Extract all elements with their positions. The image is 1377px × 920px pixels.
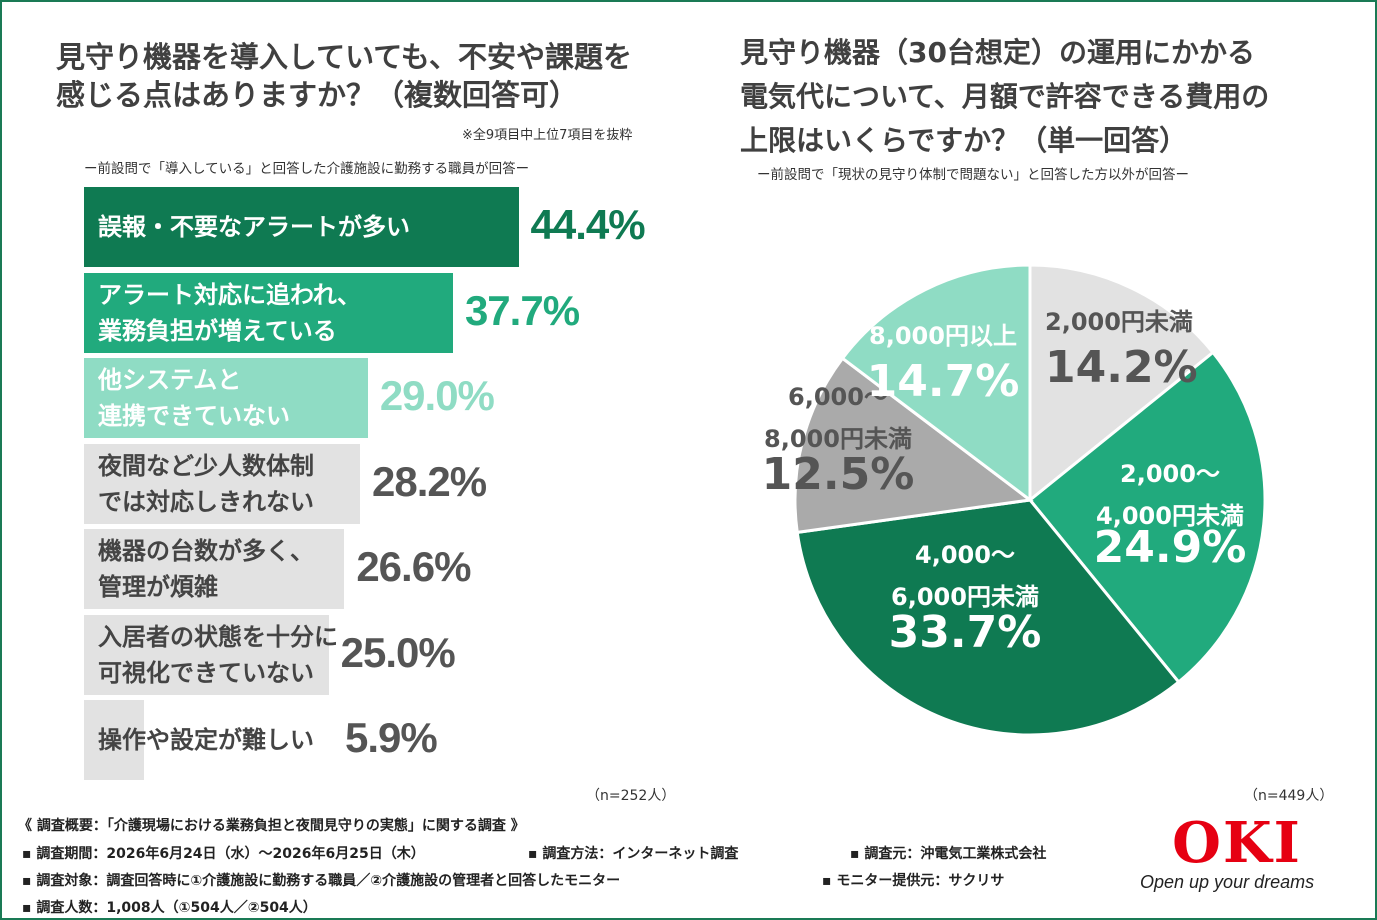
pie-label-4: 6,000〜 8,000円未満	[764, 383, 912, 453]
left-chart-subtitle: ー前設問で「導入している」と回答した介護施設に勤務する職員が回答ー	[84, 161, 530, 177]
pie-slice-5	[840, 263, 1032, 504]
bar-3	[84, 358, 368, 438]
pie-value-1: 14.2%	[1045, 342, 1198, 393]
bar-label-5: 機器の台数が多く、 管理が煩雑	[98, 537, 314, 601]
bar-value-6: 25.0%	[340, 628, 456, 676]
pie-slice-3	[795, 498, 1181, 737]
right-chart-title: 見守り機器（30台想定）の運用にかかる 電気代について、月額で許容できる費用の …	[740, 36, 1270, 157]
survey-period: ▪ 調査期間：2026年6月24日（水）〜2026年6月25日（木）	[22, 846, 425, 862]
pie-label-5: 8,000円以上	[869, 322, 1017, 350]
pie-slice-2	[1027, 350, 1267, 685]
bar-value-3: 29.0%	[379, 372, 495, 419]
left-chart-note: ※全9項目中上位7項目を抜粋	[462, 128, 633, 143]
bar-value-1: 44.4%	[530, 201, 646, 248]
left-sample-size: （n=252人）	[586, 788, 676, 804]
bar-label-6: 入居者の状態を十分に 可視化できていない	[98, 622, 338, 687]
survey-heading: 《 調査概要：「介護現場における業務負担と夜間見守りの実態」に関する調査 》	[18, 818, 525, 834]
survey-count: ▪ 調査人数：1,008人（①504人／②504人）	[22, 900, 317, 916]
survey-target: ▪ 調査対象：調査回答時に①介護施設に勤務する職員／②介護施設の管理者と回答した…	[22, 873, 621, 889]
survey-organizer: ▪ 調査元：沖電気工業株式会社	[850, 846, 1047, 862]
survey-method: ▪ 調査方法：インターネット調査	[528, 846, 739, 862]
pie-slice-1	[1028, 263, 1216, 504]
bar-5	[84, 529, 345, 609]
bar-value-4: 28.2%	[371, 457, 487, 505]
bar-label-1: 誤報・不要なアラートが多い	[98, 213, 410, 241]
right-sample-size: （n=449人）	[1244, 788, 1334, 804]
oki-slogan: Open up your dreams	[1140, 872, 1315, 892]
pie-label-1: 2,000円未満	[1045, 308, 1193, 336]
right-chart-subtitle: ー前設問で「現状の見守り体制で問題ない」と回答した方以外が回答ー	[757, 167, 1189, 183]
bar-6	[84, 614, 329, 695]
bar-label-4: 夜間など少人数体制 では対応しきれない	[98, 451, 314, 516]
bar-label-3: 他システムと 連携できていない	[98, 366, 290, 430]
pie-value-5: 14.7%	[867, 356, 1020, 407]
pie-value-3: 33.7%	[889, 607, 1042, 658]
pie-value-2: 24.9%	[1094, 522, 1247, 573]
bar-value-7: 5.9%	[345, 714, 438, 761]
pie-label-2: 2,000〜 4,000円未満	[1096, 460, 1244, 530]
pie-slice-4	[793, 356, 1034, 535]
bar-7	[84, 700, 144, 780]
bar-value-5: 26.6%	[356, 543, 471, 590]
pie-label-3: 4,000〜 6,000円未満	[891, 541, 1039, 611]
oki-logo-text: OKI	[1172, 812, 1302, 870]
survey-provider: ▪ モニター提供元：サクリサ	[822, 873, 1005, 889]
left-chart-title: 見守り機器を導入していても、不安や課題を 感じる点はありますか？（複数回答可）	[56, 40, 632, 112]
bar-2	[84, 272, 453, 353]
bar-label-7: 操作や設定が難しい	[98, 726, 314, 754]
bar-value-2: 37.7%	[464, 286, 580, 334]
bar-label-2: アラート対応に追われ、 業務負担が増えている	[98, 280, 362, 345]
oki-logo: OKI	[1172, 812, 1302, 870]
bar-chart: 誤報・不要なアラートが多い 44.4% アラート対応に追われ、 業務負担が増えている…	[0, 0, 700, 790]
bar-1	[84, 187, 519, 267]
bar-4	[84, 443, 360, 524]
pie-value-4: 12.5%	[762, 449, 915, 500]
